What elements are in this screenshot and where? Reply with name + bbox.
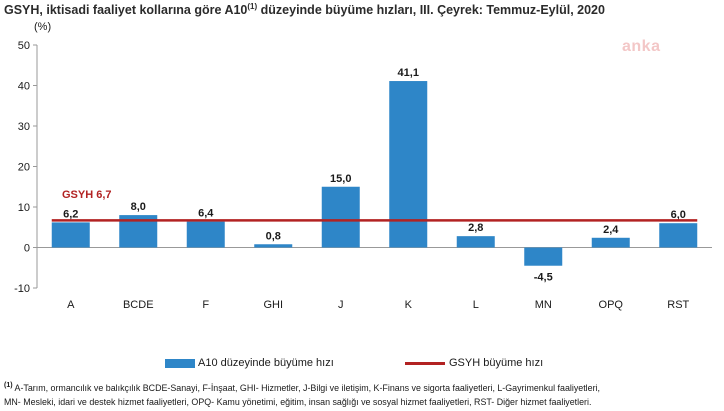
bar-ghi: [254, 244, 293, 248]
y-axis-unit-label: (%): [34, 21, 51, 33]
x-tick-label-k: K: [405, 299, 413, 311]
x-tick-label-j: J: [338, 299, 344, 311]
data-label-k: 41,1: [398, 67, 419, 79]
data-label-l: 2,8: [468, 222, 483, 234]
x-tick-label-a: A: [67, 299, 75, 311]
x-tick-label-ghi: GHI: [263, 299, 283, 311]
y-tick-label: 50: [18, 40, 30, 52]
y-tick-label: 30: [18, 121, 30, 133]
bar-rst: [659, 223, 698, 248]
bar-opq: [591, 237, 630, 248]
y-tick-label: -10: [14, 283, 30, 295]
data-label-rst: 6,0: [671, 209, 686, 221]
x-tick-label-f: F: [202, 299, 209, 311]
x-tick-label-mn: MN: [535, 299, 552, 311]
legend-bar-swatch: [165, 358, 195, 368]
footnote: (1) A-Tarım, ormancılık ve balıkçılık BC…: [4, 379, 722, 409]
chart-title: GSYH, iktisadi faaliyet kollarına göre A…: [4, 2, 605, 18]
data-label-a: 6,2: [63, 208, 78, 220]
anka-watermark-logo: anka: [622, 38, 661, 55]
legend-item-bars: A10 düzeyinde büyüme hızı: [165, 357, 334, 369]
data-label-j: 15,0: [330, 173, 351, 185]
x-tick-label-l: L: [473, 299, 479, 311]
footnote-line-1: A-Tarım, ormancılık ve balıkçılık BCDE-S…: [12, 382, 600, 393]
data-label-mn: -4,5: [534, 272, 553, 284]
data-label-bcde: 8,0: [131, 201, 146, 213]
data-label-opq: 2,4: [603, 224, 619, 236]
y-tick-label: 10: [18, 202, 30, 214]
legend-bar-label: A10 düzeyinde büyüme hızı: [198, 357, 334, 369]
data-label-f: 6,4: [198, 208, 214, 220]
bar-a: [51, 222, 90, 248]
bar-l: [456, 236, 495, 248]
data-label-ghi: 0,8: [266, 230, 281, 242]
legend-item-line: GSYH büyüme hızı: [405, 357, 543, 369]
bar-mn: [524, 247, 563, 266]
bar-k: [389, 81, 428, 248]
y-tick-label: 40: [18, 81, 30, 93]
x-tick-label-opq: OPQ: [599, 299, 624, 311]
legend: A10 düzeyinde büyüme hızı GSYH büyüme hı…: [0, 357, 724, 373]
footnote-line-2: MN- Mesleki, idari ve destek hizmet faal…: [4, 396, 592, 407]
y-tick-label: 20: [18, 162, 30, 174]
legend-line-label: GSYH büyüme hızı: [449, 357, 544, 369]
footnote-marker: (1): [4, 382, 13, 389]
y-tick-label: 0: [24, 243, 30, 255]
x-tick-label-bcde: BCDE: [123, 299, 154, 311]
gsyh-line-annotation: GSYH 6,7: [62, 189, 112, 201]
legend-line-swatch: [405, 361, 445, 365]
bar-f: [186, 221, 225, 248]
x-tick-label-rst: RST: [667, 299, 689, 311]
bar-j: [321, 186, 360, 248]
